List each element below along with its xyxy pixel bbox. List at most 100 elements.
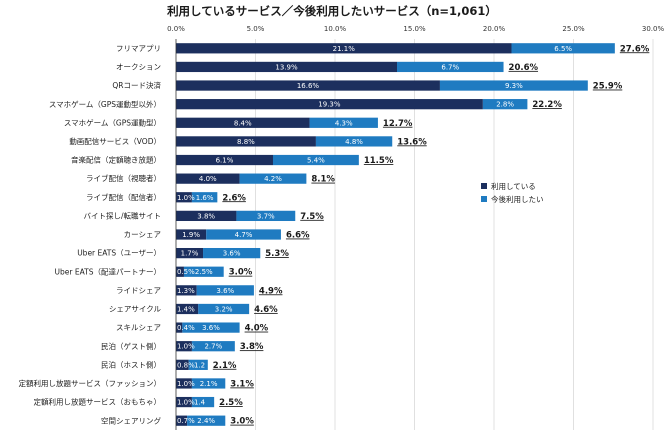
bar-used-label: 1.0% (177, 194, 195, 202)
bar-total-label: 7.5% (300, 212, 324, 222)
legend: 利用している 今後利用したい (481, 181, 544, 204)
bar-future-label: 6.5% (554, 45, 572, 53)
category-label: スマホゲーム（GPS運動型） (64, 118, 161, 127)
bar-future (272, 154, 359, 166)
bar-future-label: 2.8% (496, 101, 514, 109)
bar-future (198, 303, 250, 315)
bar-used (176, 341, 192, 352)
bar-future (236, 210, 296, 222)
category-label: 定額利用し放題サービス（ファッション） (19, 378, 162, 388)
category-label: ライブ配信（視聴者） (86, 173, 161, 183)
category-label: QRコード決済 (112, 80, 161, 90)
bar-future-label: 2.7% (204, 343, 222, 351)
bar-future (191, 192, 218, 203)
bar-used-label: 1.0% (177, 343, 195, 351)
bar-used (176, 136, 316, 147)
bar-future-label: 3.2% (215, 305, 233, 313)
bar-total-label: 22.2% (532, 100, 562, 110)
category-label: Uber EATS（ユーザー） (77, 249, 161, 258)
bar-used-label: 1.0% (177, 380, 195, 388)
chart-title: 利用しているサービス／今後利用したいサービス（n=1,061） (166, 4, 497, 18)
bar-future (482, 99, 528, 110)
bar-used (176, 415, 188, 426)
category-label: ライドシェア (116, 286, 161, 295)
x-tick-label: 25.0% (562, 25, 585, 33)
bar-future-label: 3.7% (257, 212, 275, 220)
bar-used-label: 8.4% (234, 119, 252, 127)
x-tick-label: 30.0% (642, 25, 665, 33)
bar-total-label: 12.7% (383, 119, 413, 129)
bar-future (439, 80, 588, 91)
bar-used (176, 247, 204, 259)
bar-future-label: 3.6% (202, 324, 220, 332)
bar-future (191, 378, 226, 389)
bar-total-label: 4.9% (259, 286, 283, 296)
bar-future-label: 2.1% (200, 380, 218, 388)
category-label: 民泊（ホスト側） (101, 359, 161, 369)
bar-used-label: 4.0% (199, 175, 217, 183)
x-tick-label: 20.0% (483, 25, 506, 33)
bar-future-label: 9.3% (505, 82, 523, 90)
bar-used-label: 0.8% (177, 361, 195, 369)
bar-used (176, 285, 197, 296)
bar-used-label: 0.7% (177, 417, 195, 425)
bar-total-label: 8.1% (311, 175, 335, 185)
bar-used-label: 8.8% (237, 138, 255, 146)
gridlines (255, 39, 654, 430)
bar-future-label: 1.4 (194, 399, 206, 407)
bar-future (187, 415, 226, 426)
bar-future-label: 4.7% (235, 231, 253, 239)
bar-future (182, 322, 240, 333)
x-tick-label: 5.0% (247, 25, 265, 33)
bar-used-label: 6.1% (216, 157, 234, 165)
bar-used (176, 303, 199, 315)
bar-used (176, 322, 183, 333)
bar-total-label: 4.0% (245, 324, 269, 334)
bar-used (176, 154, 273, 166)
bar-total-label: 2.5% (219, 398, 243, 408)
bar-used (176, 117, 310, 128)
bar-total-label: 5.3% (265, 249, 289, 259)
x-tick-label: 15.0% (403, 25, 426, 33)
x-tick-label: 10.0% (324, 25, 347, 33)
x-tick-label: 0.0% (167, 25, 185, 33)
bar-future-label: 4.2% (264, 175, 282, 183)
bar-future (203, 247, 261, 259)
bar-used-label: 13.9% (275, 63, 298, 71)
category-label: オークション (116, 63, 161, 72)
category-label: シェアサイクル (109, 305, 162, 314)
bar-total-label: 13.6% (397, 137, 427, 147)
legend-label-used: 利用している (491, 181, 536, 191)
bar-total-label: 25.9% (593, 82, 623, 92)
category-label: ライブ配信（配信者） (86, 192, 161, 202)
bar-used (176, 173, 240, 184)
bar-total-label: 2.1% (213, 361, 237, 371)
category-label: Uber EATS（配達パートナー） (55, 266, 161, 276)
bar-future (196, 285, 254, 296)
bar-future-label: 2.4% (197, 417, 215, 425)
bar-used-label: 0.4% (177, 324, 195, 332)
bar-total-label: 4.6% (254, 305, 278, 315)
category-label: 定額利用し放題サービス（おもちゃ） (34, 397, 162, 407)
bar-used (176, 61, 398, 73)
bar-future (397, 61, 504, 73)
category-label: 民泊（ゲスト側） (101, 341, 161, 351)
bar-total-label: 27.6% (620, 44, 650, 54)
bar-used-label: 3.8% (197, 212, 215, 220)
bar-used-label: 1.0% (177, 399, 195, 407)
category-label: カーシェア (124, 230, 161, 239)
bar-future (191, 396, 215, 408)
bar-used-label: 21.1% (333, 45, 356, 53)
category-label: 動画配信サービス（VOD） (69, 136, 161, 146)
bar-future (206, 229, 281, 240)
bar-future (239, 173, 307, 184)
legend-swatch-used (481, 183, 487, 189)
bar-used (176, 378, 192, 389)
bar-total-label: 3.0% (229, 268, 253, 278)
bar-future-label: 4.8% (345, 138, 363, 146)
category-label: 音楽配信（定額聴き放題） (71, 155, 161, 165)
bar-future (315, 136, 393, 147)
bar-future-label: 1.2 (194, 361, 205, 369)
bar-future-label: 1.6% (196, 194, 214, 202)
bar-used (176, 192, 192, 203)
